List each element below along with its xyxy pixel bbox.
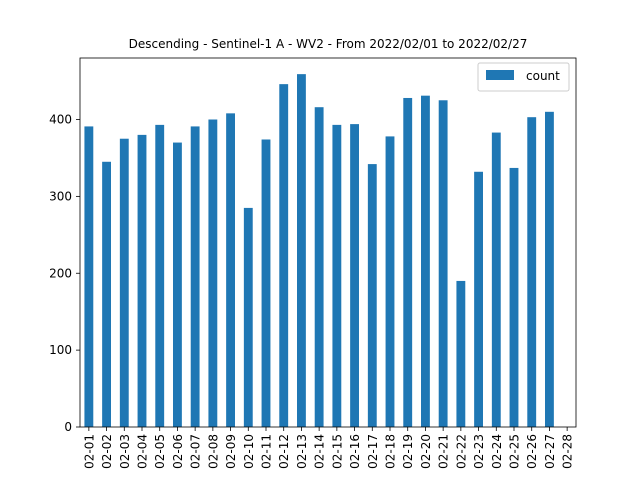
x-tick-label: 02-18	[384, 434, 398, 469]
bar-02-23	[474, 171, 483, 427]
bar-02-02	[102, 161, 111, 427]
x-tick-label: 02-05	[153, 434, 167, 469]
x-tick-label: 02-14	[313, 434, 327, 469]
x-tick-label: 02-02	[100, 434, 114, 469]
x-tick-label: 02-20	[419, 434, 433, 469]
bar-02-04	[137, 134, 147, 428]
bar-02-12	[279, 84, 289, 427]
legend-swatch	[486, 70, 514, 80]
x-tick-label: 02-26	[525, 434, 539, 469]
y-tick-label: 300	[49, 189, 72, 203]
bar-02-07	[190, 126, 200, 428]
bar-02-22	[456, 280, 466, 427]
bar-02-19	[403, 97, 413, 427]
x-tick-label: 02-21	[437, 434, 451, 469]
bar-02-01	[84, 126, 94, 428]
bar-02-14	[314, 107, 324, 427]
bar-02-15	[332, 124, 342, 427]
x-tick-label: 02-16	[348, 434, 362, 469]
bar-02-05	[155, 124, 165, 427]
y-tick-label: 400	[49, 113, 72, 127]
bar-02-25	[509, 167, 519, 427]
bar-02-09	[226, 113, 235, 427]
bar-02-27	[545, 111, 554, 427]
bar-02-06	[173, 142, 182, 427]
y-tick-label: 200	[49, 266, 72, 280]
x-tick-label: 02-24	[490, 434, 504, 469]
bar-02-13	[297, 74, 306, 427]
legend: count	[477, 62, 570, 92]
x-tick-label: 02-10	[242, 434, 256, 469]
bar-02-10	[243, 207, 253, 427]
bar-02-08	[208, 119, 218, 427]
x-tick-label: 02-28	[561, 434, 575, 469]
x-tick-label: 02-23	[472, 434, 486, 469]
bar-02-26	[527, 117, 537, 427]
x-tick-label: 02-09	[224, 434, 238, 469]
bar-02-16	[350, 124, 359, 428]
x-tick-label: 02-08	[206, 434, 220, 469]
bar-02-03	[119, 138, 129, 427]
legend-label: count	[526, 69, 560, 83]
bar-02-20	[421, 95, 430, 428]
x-tick-label: 02-22	[454, 434, 468, 469]
bar-02-21	[438, 100, 448, 427]
x-tick-label: 02-17	[366, 434, 380, 469]
bar-02-24	[491, 132, 501, 427]
y-tick-label: 100	[49, 343, 72, 357]
x-tick-label: 02-27	[543, 434, 557, 469]
x-tick-label: 02-25	[508, 434, 522, 469]
x-axis: 02-01 02-02 02-03 02-04 02-05 02-06 02-07 02-08…	[82, 427, 575, 469]
x-tick-label: 02-15	[330, 434, 344, 469]
x-tick-label: 02-13	[295, 434, 309, 469]
chart-title: Descending - Sentinel-1 A - WV2 - From 2…	[129, 37, 528, 51]
x-tick-label: 02-07	[189, 434, 203, 469]
x-tick-label: 02-06	[171, 434, 185, 469]
x-tick-label: 02-19	[401, 434, 415, 469]
plot-frame	[79, 57, 577, 428]
bar-02-18	[385, 136, 395, 427]
y-axis: 0 100 200 300 400	[49, 113, 80, 434]
x-tick-label: 02-12	[277, 434, 291, 469]
x-tick-label: 02-01	[82, 434, 96, 469]
bars-group	[84, 74, 554, 428]
x-tick-label: 02-04	[136, 434, 150, 469]
bar-02-11	[261, 139, 271, 428]
x-tick-label: 02-11	[260, 434, 274, 469]
x-tick-label: 02-03	[118, 434, 132, 469]
bar-02-17	[367, 164, 377, 427]
y-tick-label: 0	[64, 420, 72, 434]
